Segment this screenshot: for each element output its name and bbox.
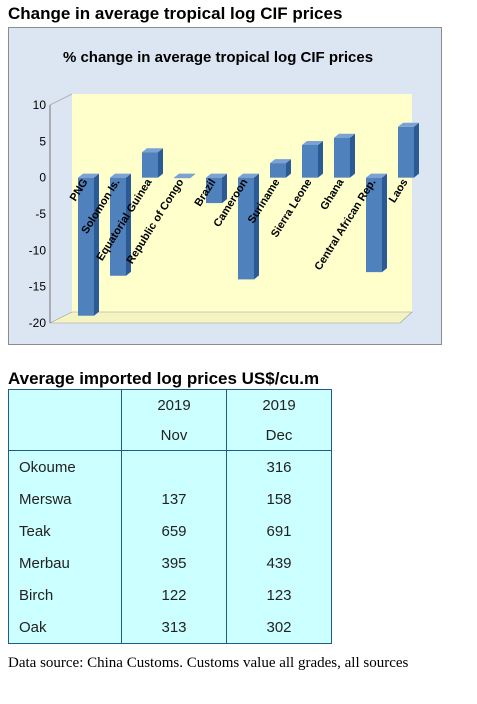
plot-area-floor [49,311,413,324]
log-prices-table: 2019 2019 Nov Dec Okoume 316 Merswa 137 … [8,389,332,644]
chart-container: % change in average tropical log CIF pri… [8,27,442,345]
bar-side [126,173,131,276]
bar-side [158,148,163,178]
price-dec: 302 [226,611,332,644]
price-nov: 122 [121,579,227,611]
bar-side [190,173,195,179]
bar-front [366,177,382,273]
bar-front [142,152,158,178]
bar-top [110,173,131,178]
y-tick-label: 10 [33,98,47,112]
table-row: Birch 122 123 [8,579,332,611]
bar-side [286,159,291,178]
bar-front [174,177,190,179]
bar-side [414,122,419,178]
source-note: Data source: China Customs. Customs valu… [8,655,409,671]
price-dec: 316 [226,450,332,483]
header-cell-dec: Dec [226,420,332,451]
price-nov: 395 [121,547,227,579]
bars-group [78,122,419,316]
table-row: Merbau 395 439 [8,547,332,579]
table-container: 2019 2019 Nov Dec Okoume 316 Merswa 137 … [8,389,332,644]
bar-front [270,163,286,178]
bar-cameroon [238,173,259,280]
bar-top [334,133,355,138]
bar-top [78,173,99,178]
bar-top [270,159,291,164]
table-row: Merswa 137 158 [8,483,332,515]
bar-side [350,133,355,178]
bar-front [206,177,222,204]
bar-solomon-is [110,173,131,276]
price-nov: 659 [121,515,227,547]
species-name: Teak [8,515,122,547]
price-dec: 691 [226,515,332,547]
section-title-chart: Change in average tropical log CIF price… [8,4,343,23]
price-nov: 313 [121,611,227,644]
price-nov: 137 [121,483,227,515]
bar-top [238,173,259,178]
bar-chart: % change in average tropical log CIF pri… [8,27,442,345]
y-tick-label: -20 [29,316,47,330]
bar-front [302,144,318,178]
header-cell-nov: Nov [121,420,227,451]
bar-top [302,140,323,145]
bar-equatorial-guinea [142,148,163,178]
bar-suriname [270,159,291,178]
bar-front [238,177,254,280]
price-dec: 123 [226,579,332,611]
bar-top [366,173,387,178]
species-name: Oak [8,611,122,644]
header-cell-year-nov: 2019 [121,389,227,420]
price-dec: 158 [226,483,332,515]
table-row: Teak 659 691 [8,515,332,547]
bar-side [94,173,99,316]
chart-title: % change in average tropical log CIF pri… [63,49,373,66]
bar-ghana [334,133,355,178]
table-row: Oak 313 302 [8,611,332,644]
header-cell-year-dec: 2019 [226,389,332,420]
species-name: Merswa [8,483,122,515]
bar-republic-of-congo [174,173,195,179]
price-dec: 439 [226,547,332,579]
species-name: Birch [8,579,122,611]
bar-front [398,126,414,178]
table-row: Okoume 316 [8,450,332,483]
bar-side [382,173,387,273]
price-nov [121,450,227,483]
bar-png [78,173,99,316]
y-tick-label: -15 [29,280,47,294]
bar-brazil [206,173,227,204]
header-cell-empty [8,389,122,420]
bar-front [78,177,94,316]
bar-front [334,137,350,178]
bar-laos [398,122,419,178]
table-header-row-month: Nov Dec [8,420,332,451]
bar-top [174,173,195,178]
y-tick-label: -5 [35,207,46,221]
header-cell-empty [8,420,122,451]
bar-front [110,177,126,276]
y-axis-ticks: 10 5 0 -5 -10 -15 -20 [29,98,47,330]
bar-top [142,148,163,153]
y-tick-label: 5 [39,134,46,148]
y-tick-label: -10 [29,243,47,257]
bar-top [398,122,419,127]
table-header-row-year: 2019 2019 [8,389,332,420]
bar-top [206,173,227,178]
bar-side [318,140,323,178]
species-name: Merbau [8,547,122,579]
section-title-table: Average imported log prices US$/cu.m [8,369,320,388]
y-tick-label: 0 [39,171,46,185]
bar-sierra-leone [302,140,323,178]
bar-central-african-rep [366,173,387,273]
bar-side [222,173,227,204]
species-name: Okoume [8,450,122,483]
bar-side [254,173,259,280]
y-axis-depth-line [49,93,73,106]
